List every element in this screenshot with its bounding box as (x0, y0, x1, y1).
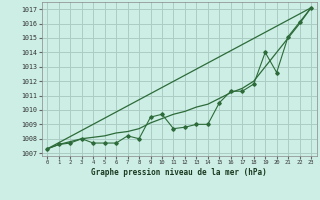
X-axis label: Graphe pression niveau de la mer (hPa): Graphe pression niveau de la mer (hPa) (91, 168, 267, 177)
